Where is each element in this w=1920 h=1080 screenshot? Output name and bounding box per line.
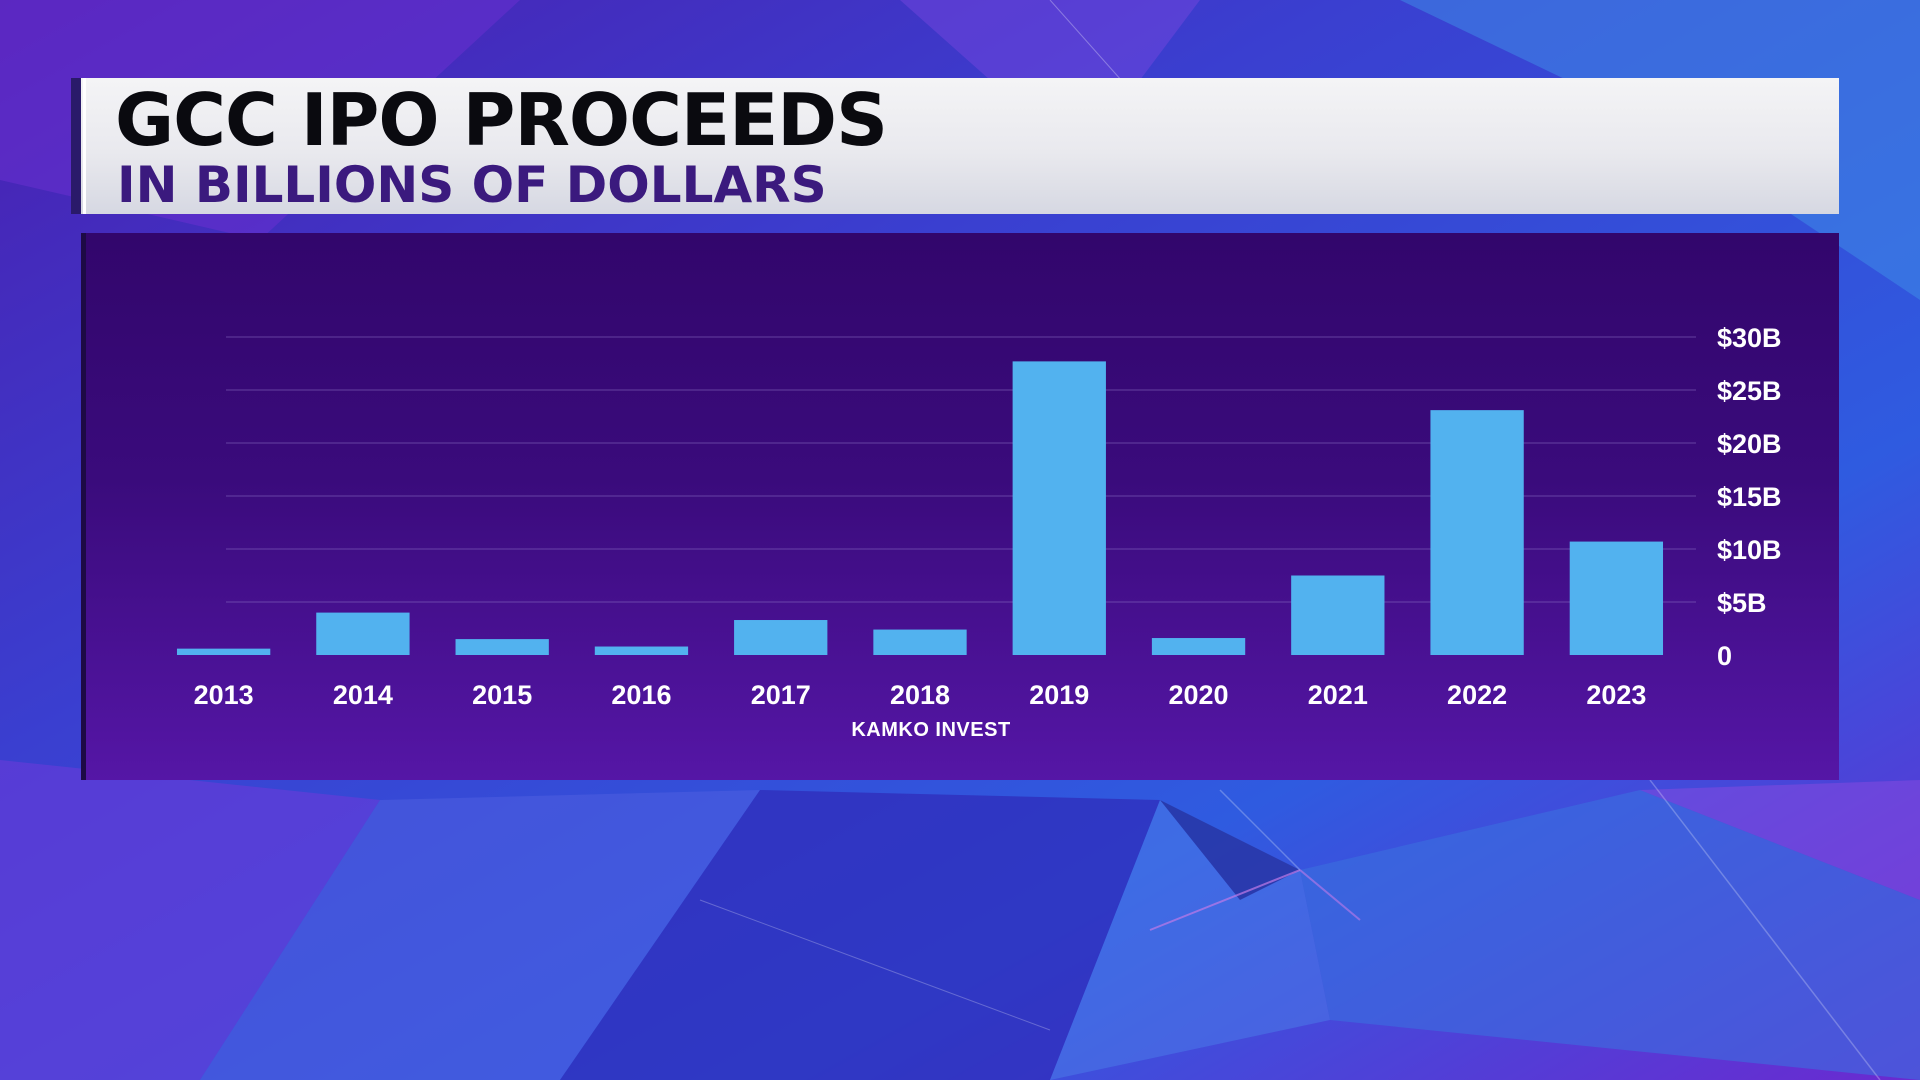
x-tick-label: 2015 [472,680,532,710]
chart-subtitle: IN BILLIONS OF DOLLARS [117,156,827,214]
title-banner: GCC IPO PROCEEDS IN BILLIONS OF DOLLARS [71,78,1839,214]
y-tick-label: $25B [1717,376,1782,406]
bar-2015 [455,639,549,655]
y-tick-label: $10B [1717,535,1782,565]
y-tick-label: $15B [1717,482,1782,512]
bar-2018 [873,629,967,655]
source-label: KAMKO INVEST [851,719,1011,741]
bar-2013 [176,648,271,655]
bar-2021 [1291,575,1385,655]
x-tick-label: 2019 [1029,680,1089,710]
y-tick-label: $20B [1717,429,1782,459]
x-tick-label: 2016 [611,680,671,710]
x-tick-label: 2018 [890,680,950,710]
y-tick-label: 0 [1717,641,1732,671]
x-tick-label: 2013 [194,680,254,710]
bar-2017 [734,620,828,655]
bar-2014 [316,612,410,655]
x-tick-label: 2017 [751,680,811,710]
x-tick-label: 2020 [1169,680,1229,710]
bar-2023 [1569,541,1664,655]
chart-title: GCC IPO PROCEEDS [115,78,888,162]
x-tick-label: 2023 [1586,680,1646,710]
bar-chart: 0$5B$10B$15B$20B$25B$30B 2013 2014 2015 201… [176,323,1782,710]
bar-2020 [1151,638,1246,655]
y-tick-label: $30B [1717,323,1782,353]
x-tick-label: 2021 [1308,680,1368,710]
y-axis-ticks: 0 $5B $10B $15B $20B $25B $30B [1717,323,1782,671]
bar-2016 [594,646,689,655]
bars [176,361,1664,655]
x-axis-ticks: 2013 2014 2015 2016 2017 2018 2019 2020 2021 2022… [194,680,1647,710]
chart-panel: 0 $5B $10B $15B $20B $25B $30B 2013 2014 2015 201… [81,233,1839,780]
x-tick-label: 2022 [1447,680,1507,710]
bar-2022 [1430,410,1524,655]
y-tick-label: $5B [1717,588,1767,618]
bar-2019 [1012,361,1106,655]
x-tick-label: 2014 [333,680,393,710]
